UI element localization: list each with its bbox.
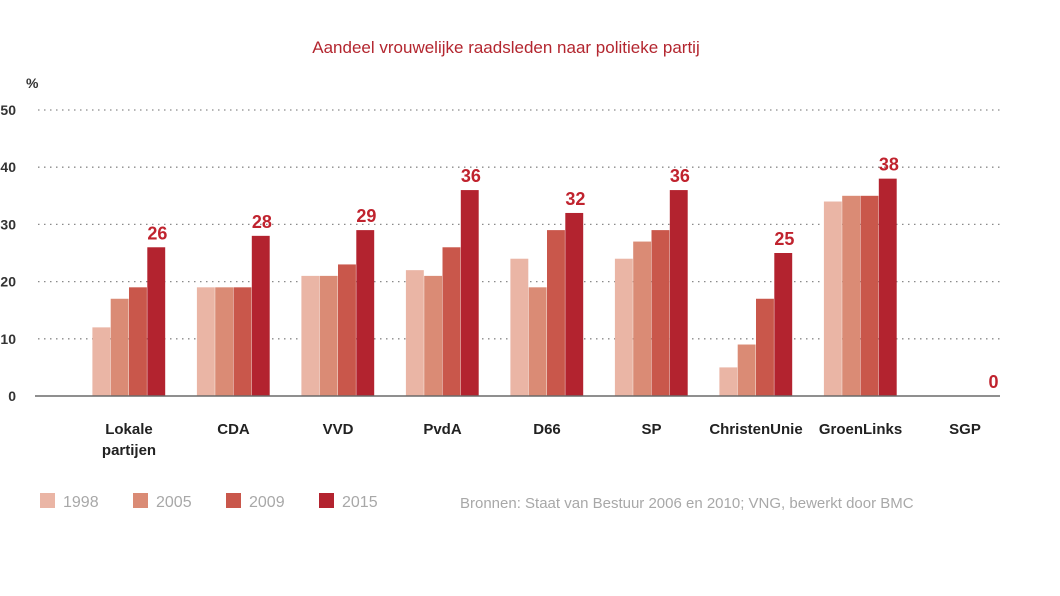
data-label: 38 [879, 155, 899, 175]
bar-2005 [528, 287, 547, 396]
bar-1998 [719, 367, 738, 396]
legend-label-2005: 2005 [156, 494, 192, 511]
bar-2005 [319, 275, 338, 396]
bar-1998 [301, 275, 320, 396]
legend-label-1998: 1998 [63, 494, 99, 511]
x-tick-label: PvdA [423, 421, 462, 438]
x-tick-label: CDA [217, 421, 250, 438]
y-tick-label: 30 [0, 216, 16, 232]
data-label: 36 [461, 166, 481, 186]
data-label: 28 [252, 212, 272, 232]
bar-1998 [823, 201, 842, 396]
data-label: 26 [147, 223, 167, 243]
bar-2009 [756, 298, 774, 396]
bar-2009 [442, 247, 461, 396]
bar-2015 [565, 212, 584, 396]
x-tick-label: Lokale [105, 421, 153, 438]
chart-title: Aandeel vrouwelijke raadsleden naar poli… [312, 38, 699, 57]
data-label: 25 [774, 229, 794, 249]
bar-2015 [356, 230, 375, 396]
bar-2005 [842, 195, 861, 396]
y-tick-labels: 0 10 20 30 40 50 [0, 102, 16, 404]
legend-swatch-1998 [40, 493, 55, 508]
y-tick-label: 0 [8, 388, 16, 404]
bar-2015 [251, 235, 270, 396]
bars [92, 178, 897, 396]
x-tick-label: GroenLinks [819, 421, 902, 438]
y-tick-label: 10 [0, 331, 16, 347]
y-axis-label: % [26, 75, 39, 91]
x-tick-labels: Lokale partijen CDA VVD PvdA D66 SP ChristenUni… [102, 421, 981, 459]
bar-2015 [878, 178, 897, 396]
bar-2005 [633, 241, 652, 396]
source-note: Bronnen: Staat van Bestuur 2006 en 2010;… [460, 495, 914, 512]
legend-label-2009: 2009 [249, 494, 285, 511]
bar-2009 [860, 195, 879, 396]
bar-2015 [460, 190, 479, 396]
legend-swatch-2005 [133, 493, 148, 508]
x-tick-label: SP [641, 421, 661, 438]
bar-2015 [774, 253, 793, 396]
x-tick-label: partijen [102, 442, 156, 459]
bar-2009 [129, 287, 147, 396]
legend-swatch-2009 [226, 493, 241, 508]
y-tick-label: 20 [0, 274, 16, 290]
bar-2009 [338, 264, 356, 396]
bar-2005 [424, 275, 443, 396]
bar-1998 [92, 327, 111, 396]
bar-1998 [196, 287, 215, 396]
y-tick-label: 50 [0, 102, 16, 118]
bar-2005 [737, 344, 756, 396]
x-tick-label: D66 [533, 421, 561, 438]
bar-2009 [547, 230, 565, 396]
bar-2009 [233, 287, 252, 396]
data-label: 32 [565, 189, 585, 209]
bar-2015 [669, 190, 688, 396]
bar-1998 [510, 258, 529, 396]
data-label: 36 [670, 166, 690, 186]
bar-2005 [110, 298, 129, 396]
bar-1998 [614, 258, 633, 396]
data-label: 0 [988, 372, 998, 392]
legend: 1998 2005 2009 2015 [40, 493, 378, 511]
y-tick-label: 40 [0, 159, 16, 175]
data-labels: 26 28 29 36 32 36 25 38 0 [147, 155, 998, 392]
x-tick-label: SGP [949, 421, 981, 438]
data-label: 29 [356, 206, 376, 226]
legend-label-2015: 2015 [342, 494, 378, 511]
bar-2009 [651, 230, 670, 396]
x-tick-label: ChristenUnie [709, 421, 802, 438]
bar-2015 [147, 247, 166, 396]
x-tick-label: VVD [323, 421, 354, 438]
bar-1998 [405, 270, 424, 396]
legend-swatch-2015 [319, 493, 334, 508]
bar-2005 [215, 287, 234, 396]
